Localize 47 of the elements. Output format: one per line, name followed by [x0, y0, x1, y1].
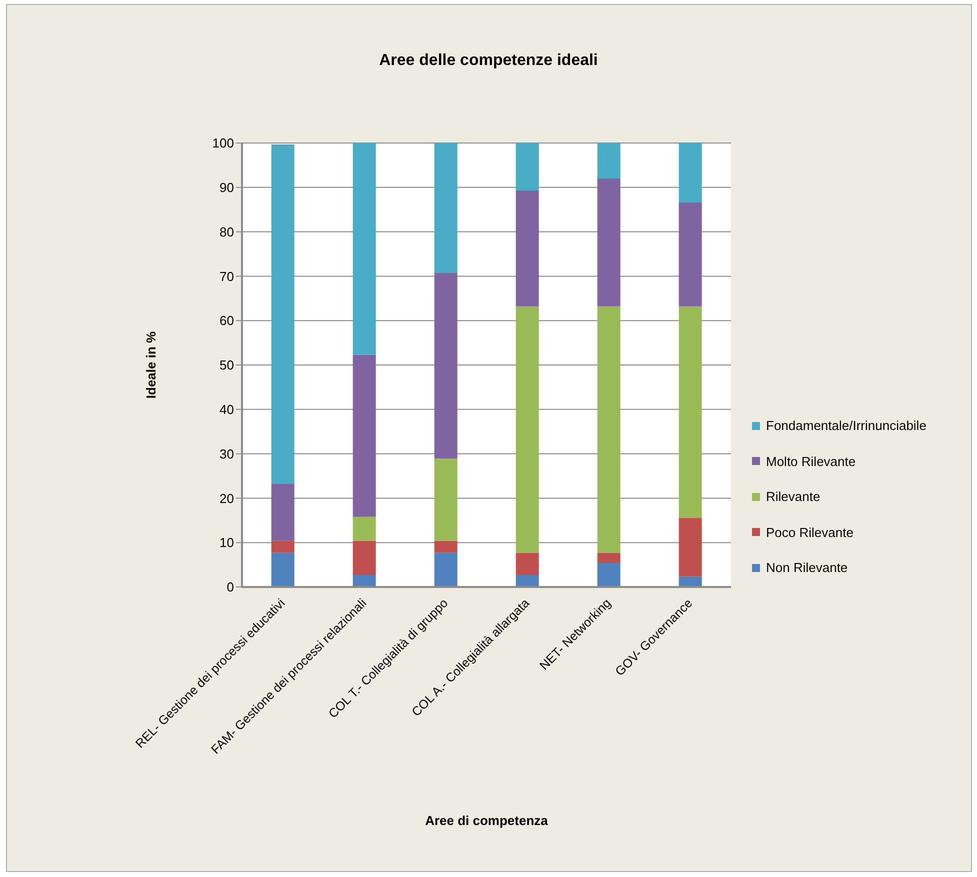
bar — [597, 143, 620, 179]
y-tick-label: 30 — [220, 446, 234, 462]
bar — [271, 552, 294, 587]
legend-label: Fondamentale/Irrinunciabile — [766, 418, 926, 434]
bar — [352, 354, 376, 517]
bar — [352, 143, 376, 355]
y-tick-label: 70 — [220, 268, 234, 284]
bar — [271, 484, 294, 541]
chart-title: Aree delle competenze ideali — [378, 52, 599, 70]
bar — [597, 306, 620, 553]
y-tick-label: 50 — [220, 358, 234, 373]
bar — [597, 552, 620, 564]
bar — [271, 540, 294, 553]
y-tick-label: 90 — [220, 180, 234, 196]
y-tick-label: 0 — [226, 580, 234, 595]
bar — [678, 202, 702, 306]
bar — [352, 575, 376, 587]
bar — [516, 190, 539, 306]
legend-label: Non Rilevante — [766, 560, 848, 576]
legend-label: Poco Rilevante — [766, 524, 854, 540]
bar — [434, 540, 458, 553]
legend-label: Rilevante — [766, 489, 820, 504]
bar — [434, 458, 458, 541]
bar — [352, 516, 376, 541]
bar — [678, 306, 702, 518]
y-axis-title: Ideale in % — [144, 331, 158, 399]
bar — [434, 143, 458, 273]
y-tick-label: 100 — [212, 136, 234, 151]
x-axis-title: Aree di competenza — [425, 813, 549, 828]
bar — [678, 143, 702, 202]
bar — [516, 575, 539, 587]
bar — [597, 178, 620, 306]
bar — [597, 563, 620, 587]
y-tick-label: 10 — [220, 535, 234, 550]
bar — [516, 306, 539, 553]
y-tick-label: 60 — [220, 313, 234, 328]
bar — [434, 552, 458, 587]
bar — [434, 272, 458, 459]
y-tick-label: 80 — [220, 224, 234, 240]
bar — [516, 552, 539, 576]
bar — [352, 540, 376, 576]
bar — [516, 143, 539, 191]
y-tick-label: 20 — [220, 490, 234, 506]
bar — [678, 518, 702, 576]
y-tick-label: 40 — [220, 402, 234, 418]
legend-label: Molto Rilevante — [766, 454, 856, 469]
bar — [271, 144, 294, 484]
